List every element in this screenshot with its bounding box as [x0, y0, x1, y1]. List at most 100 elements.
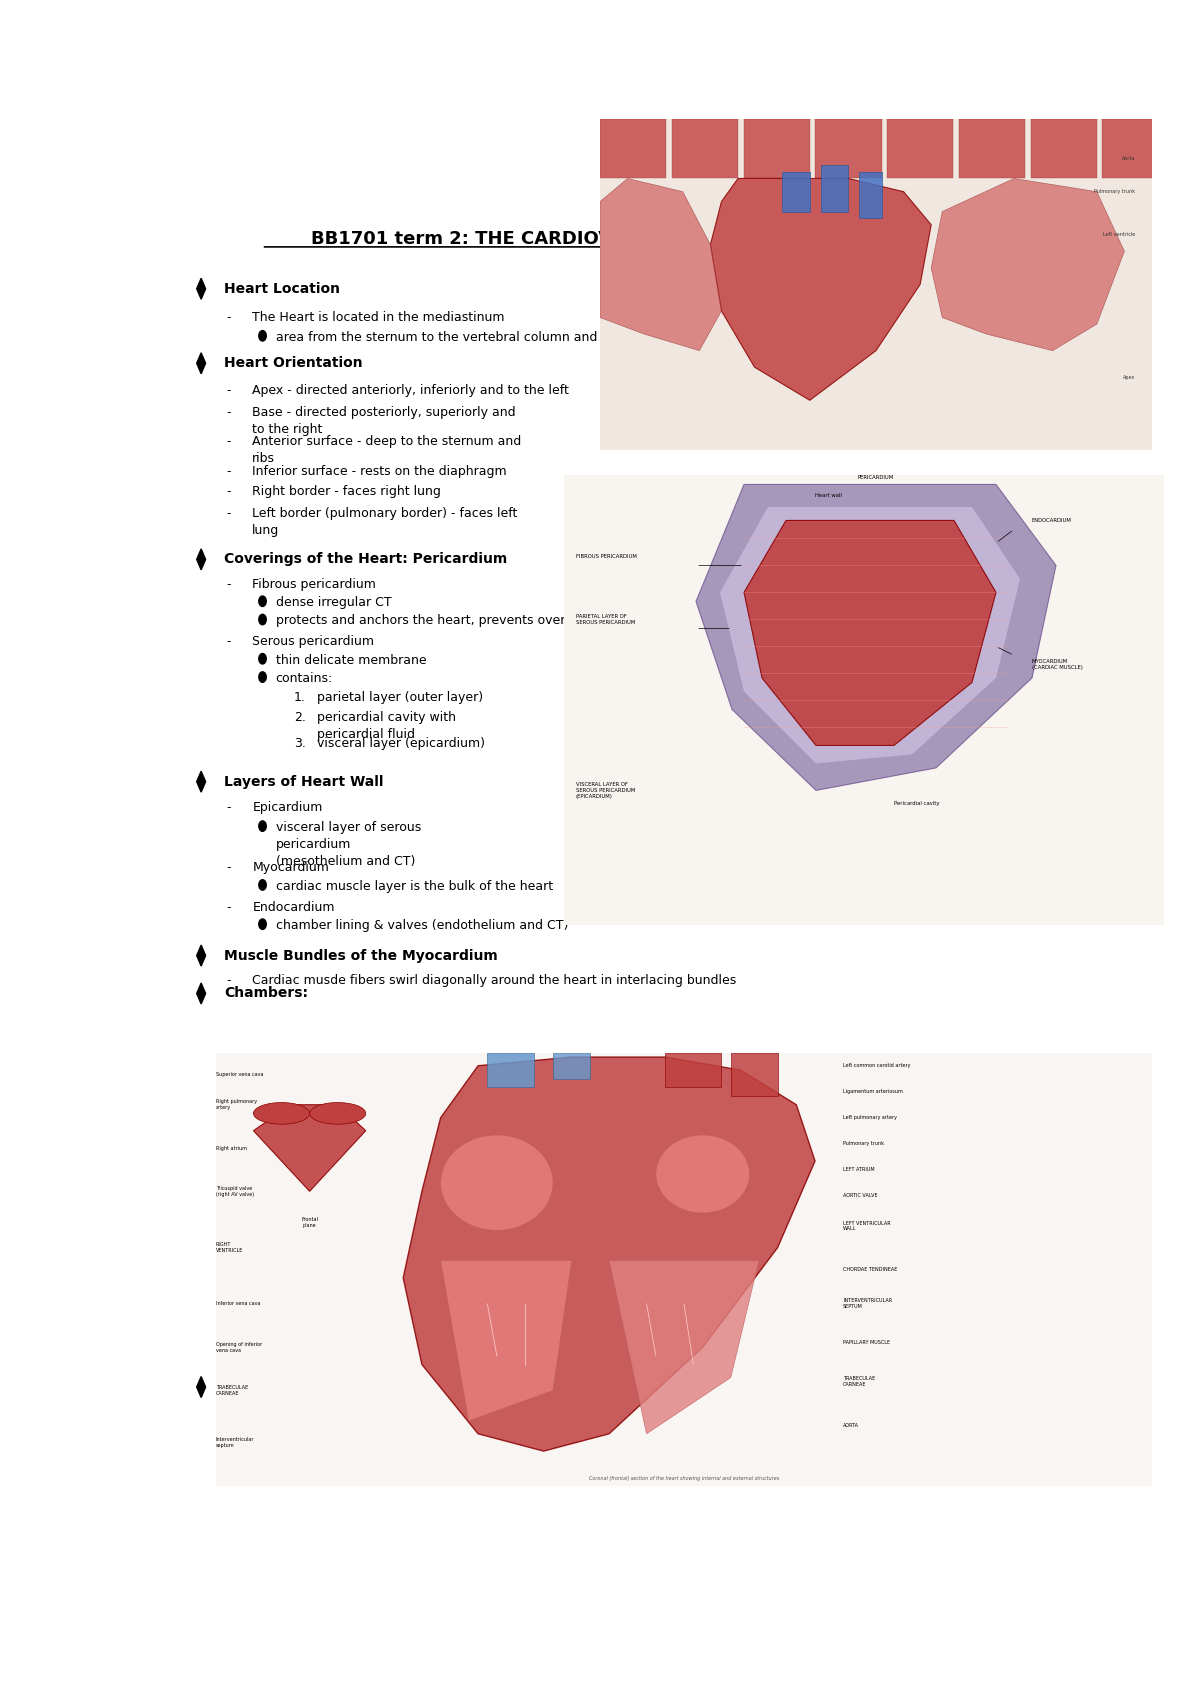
- Text: LEFT VENTRICULAR
WALL: LEFT VENTRICULAR WALL: [844, 1221, 890, 1231]
- Bar: [744, 119, 810, 178]
- Bar: [815, 119, 882, 178]
- Circle shape: [259, 615, 266, 625]
- Text: Layers of Heart Wall: Layers of Heart Wall: [224, 774, 384, 788]
- Text: FIBROUS PERICARDIUM: FIBROUS PERICARDIUM: [576, 554, 637, 559]
- Polygon shape: [253, 1105, 366, 1192]
- Text: Right atrium: Right atrium: [216, 1146, 247, 1151]
- Text: Interventricular
septum: Interventricular septum: [216, 1437, 254, 1448]
- Text: PAPILLARY MUSCLE: PAPILLARY MUSCLE: [844, 1340, 890, 1345]
- Text: TRABECULAE
CARNEAE: TRABECULAE CARNEAE: [216, 1386, 248, 1396]
- Bar: [1031, 119, 1097, 178]
- Text: Coverings of the Heart: Pericardium: Coverings of the Heart: Pericardium: [224, 552, 508, 567]
- Bar: [553, 1053, 590, 1078]
- Text: -: -: [227, 384, 232, 397]
- Bar: [672, 119, 738, 178]
- Text: Serous pericardium: Serous pericardium: [252, 635, 374, 649]
- Text: pericardial cavity with
pericardial fluid: pericardial cavity with pericardial flui…: [317, 711, 456, 740]
- Text: 1.: 1.: [294, 691, 306, 705]
- Ellipse shape: [310, 1102, 366, 1124]
- Polygon shape: [403, 1058, 815, 1452]
- Text: thin delicate membrane: thin delicate membrane: [276, 654, 426, 667]
- Bar: [782, 171, 810, 212]
- Text: Pulmonary trunk: Pulmonary trunk: [1094, 188, 1135, 194]
- Bar: [821, 165, 848, 212]
- Text: -: -: [227, 311, 232, 324]
- Text: Heart Location: Heart Location: [224, 282, 341, 295]
- Circle shape: [259, 672, 266, 683]
- Text: The Heart is located in the mediastinum: The Heart is located in the mediastinum: [252, 311, 505, 324]
- Text: visceral layer (epicardium): visceral layer (epicardium): [317, 737, 485, 751]
- Text: -: -: [227, 435, 232, 448]
- Text: Frontal
plane: Frontal plane: [301, 1217, 318, 1228]
- Text: Myocardium: Myocardium: [252, 861, 329, 874]
- Text: Base - directed posteriorly, superiorly and
to the right: Base - directed posteriorly, superiorly …: [252, 406, 516, 436]
- Polygon shape: [440, 1260, 571, 1421]
- Bar: [665, 1053, 721, 1087]
- Circle shape: [259, 596, 266, 606]
- Ellipse shape: [656, 1134, 750, 1212]
- Text: -: -: [227, 508, 232, 520]
- Text: Pulmonary trunk: Pulmonary trunk: [844, 1141, 884, 1146]
- Polygon shape: [197, 548, 205, 571]
- Text: Pericardial cavity: Pericardial cavity: [894, 801, 940, 807]
- Text: Cardiac musde fibers swirl diagonally around the heart in interlacing bundles: Cardiac musde fibers swirl diagonally ar…: [252, 975, 737, 987]
- Text: -: -: [227, 577, 232, 591]
- Text: 2.: 2.: [294, 711, 306, 723]
- Polygon shape: [197, 278, 205, 299]
- Text: INTERVENTRICULAR
SEPTUM: INTERVENTRICULAR SEPTUM: [844, 1299, 893, 1309]
- Text: Left border (pulmonary border) - faces left
lung: Left border (pulmonary border) - faces l…: [252, 508, 517, 537]
- Text: Anterior surface - deep to the sternum and
ribs: Anterior surface - deep to the sternum a…: [252, 435, 522, 465]
- Circle shape: [259, 654, 266, 664]
- Text: Left ventricle: Left ventricle: [1103, 233, 1135, 238]
- Ellipse shape: [253, 1102, 310, 1124]
- Text: Right pulmonary
artery: Right pulmonary artery: [216, 1099, 257, 1110]
- Text: AORTA: AORTA: [844, 1423, 859, 1428]
- Circle shape: [259, 919, 266, 929]
- Text: cardiac muscle layer is the bulk of the heart: cardiac muscle layer is the bulk of the …: [276, 880, 553, 893]
- Text: PARIETAL LAYER OF
SEROUS PERICARDIUM: PARIETAL LAYER OF SEROUS PERICARDIUM: [576, 615, 635, 625]
- Polygon shape: [197, 353, 205, 374]
- Text: -: -: [227, 900, 232, 914]
- Text: -: -: [227, 465, 232, 479]
- Text: AORTIC VALVE: AORTIC VALVE: [844, 1194, 877, 1199]
- Text: contains:: contains:: [276, 672, 332, 684]
- Text: VISCERAL LAYER OF
SEROUS PERICARDIUM
(EPICARDIUM): VISCERAL LAYER OF SEROUS PERICARDIUM (EP…: [576, 781, 635, 800]
- Text: Apex: Apex: [1123, 375, 1135, 380]
- Bar: [731, 1053, 778, 1097]
- Text: PERICARDIUM: PERICARDIUM: [858, 475, 894, 481]
- Text: 3.: 3.: [294, 737, 306, 751]
- Text: Inferior surface - rests on the diaphragm: Inferior surface - rests on the diaphrag…: [252, 465, 506, 479]
- Text: Fibrous pericardium: Fibrous pericardium: [252, 577, 376, 591]
- Text: area from the sternum to the vertebral column and between the lungs: area from the sternum to the vertebral c…: [276, 331, 718, 343]
- Text: Endocardium: Endocardium: [252, 900, 335, 914]
- Text: -: -: [227, 861, 232, 874]
- Ellipse shape: [440, 1134, 553, 1231]
- Text: RIGHT
VENTRICLE: RIGHT VENTRICLE: [216, 1243, 244, 1253]
- Text: Chambers:: Chambers:: [224, 987, 308, 1000]
- Bar: [959, 119, 1025, 178]
- Text: TRABECULAE
CARNEAE: TRABECULAE CARNEAE: [844, 1377, 875, 1387]
- Text: -: -: [227, 801, 232, 815]
- Polygon shape: [710, 178, 931, 401]
- Bar: [887, 119, 953, 178]
- Text: Muscle Bundles of the Myocardium: Muscle Bundles of the Myocardium: [224, 949, 498, 963]
- Text: Inferior vena cava: Inferior vena cava: [216, 1301, 260, 1306]
- Circle shape: [259, 331, 266, 341]
- Bar: [1103, 119, 1169, 178]
- Text: Heart Orientation: Heart Orientation: [224, 357, 364, 370]
- Text: protects and anchors the heart, prevents overstretching: protects and anchors the heart, prevents…: [276, 615, 628, 627]
- Polygon shape: [600, 178, 721, 351]
- Text: dense irregular CT: dense irregular CT: [276, 596, 391, 610]
- Text: CHORDAE TENDINEAE: CHORDAE TENDINEAE: [844, 1267, 898, 1272]
- Text: Epicardium: Epicardium: [252, 801, 323, 815]
- Text: ENDOCARDIUM: ENDOCARDIUM: [1032, 518, 1072, 523]
- Text: Left common carotid artery: Left common carotid artery: [844, 1063, 911, 1068]
- Text: Aorta: Aorta: [1122, 156, 1135, 161]
- Polygon shape: [744, 520, 996, 745]
- Text: Myocardial Thickness and Function:: Myocardial Thickness and Function:: [224, 1380, 504, 1394]
- Text: parietal layer (outer layer): parietal layer (outer layer): [317, 691, 484, 705]
- Polygon shape: [197, 771, 205, 791]
- Bar: [487, 1053, 534, 1087]
- Polygon shape: [696, 484, 1056, 791]
- Circle shape: [259, 820, 266, 832]
